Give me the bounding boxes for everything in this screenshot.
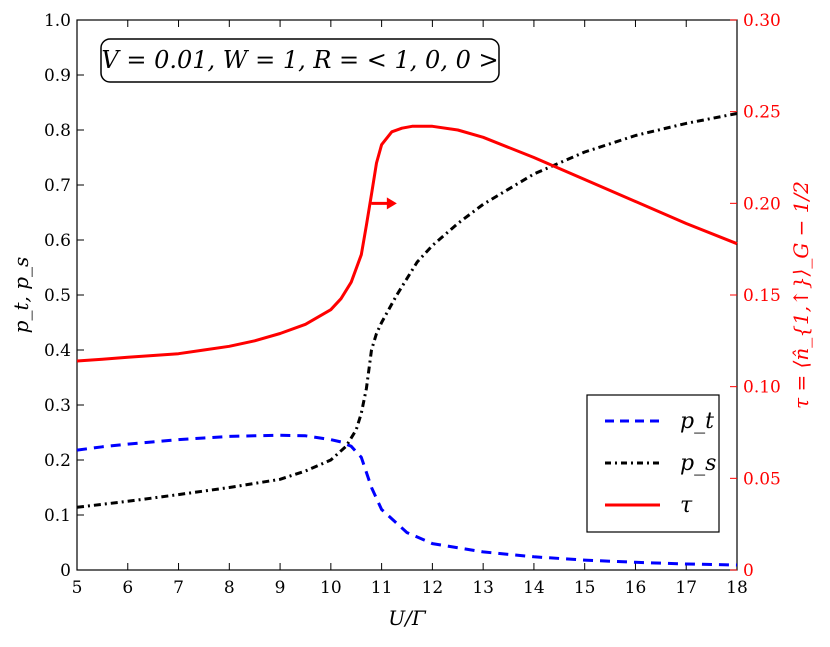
y-left-tick-label: 0.3 <box>44 396 71 416</box>
y-right-tick-label: 0.10 <box>743 378 781 398</box>
x-tick-label: 14 <box>523 578 545 598</box>
series-line-tau <box>76 124 738 363</box>
legend: p_t p_s τ <box>586 394 720 533</box>
x-tick-label: 6 <box>122 578 133 598</box>
x-tick-label: 15 <box>574 578 596 598</box>
y-left-tick-label: 0.7 <box>44 176 71 196</box>
y-right-tick-label: 0.15 <box>743 286 781 306</box>
y-left-tick-label: 0.4 <box>44 341 71 361</box>
x-tick-label: 17 <box>675 578 697 598</box>
y-left-tick-label: 1.0 <box>44 11 71 31</box>
y-right-tick-label: 0 <box>743 561 754 581</box>
y-right-tick-label: 0.30 <box>743 11 781 31</box>
y-left-tick-label: 0.6 <box>44 231 71 251</box>
y-right-tick-label: 0.25 <box>743 103 781 123</box>
x-tick-label: 8 <box>224 578 235 598</box>
y-left-tick-label: 0.1 <box>44 506 71 526</box>
x-tick-label: 13 <box>472 578 494 598</box>
x-tick-label: 11 <box>371 578 393 598</box>
x-axis-label: U/Γ <box>388 606 427 630</box>
annotation-text: V = 0.01, W = 1, R = < 1, 0, 0 > <box>101 46 498 74</box>
y-left-tick-label: 0.5 <box>44 286 71 306</box>
y-right-tick-label: 0.05 <box>743 469 781 489</box>
x-tick-label: 16 <box>625 578 647 598</box>
y-left-tick-label: 0.2 <box>44 451 71 471</box>
x-tick-label: 7 <box>173 578 184 598</box>
y-left-tick-label: 0 <box>60 561 71 581</box>
y-axis-label-left: p_t, p_s <box>9 257 33 334</box>
axis-arrow-head <box>386 197 397 210</box>
annotation-box: V = 0.01, W = 1, R = < 1, 0, 0 > <box>100 38 500 83</box>
y-left-tick-label: 0.8 <box>44 121 71 141</box>
y-left-tick-label: 0.9 <box>44 66 71 86</box>
x-tick-label: 18 <box>726 578 748 598</box>
x-tick-label: 9 <box>275 578 286 598</box>
x-tick-label: 10 <box>320 578 342 598</box>
x-tick-label: 12 <box>422 578 444 598</box>
legend-label-tau: τ <box>680 493 693 518</box>
series-layer <box>76 112 738 567</box>
ticks-layer: 5 6 7 8 9 10 11 12 13 14 15 16 17 1800.10.20.30.40.50… <box>44 11 781 598</box>
y-axis-label-right: τ = ⟨n̂_{1,↑}⟩_G − 1/2 <box>789 181 813 409</box>
x-tick-label: 5 <box>72 578 83 598</box>
legend-label-pt: p_t <box>680 409 714 434</box>
y-right-tick-label: 0.20 <box>743 194 781 214</box>
legend-label-ps: p_s <box>680 451 716 476</box>
